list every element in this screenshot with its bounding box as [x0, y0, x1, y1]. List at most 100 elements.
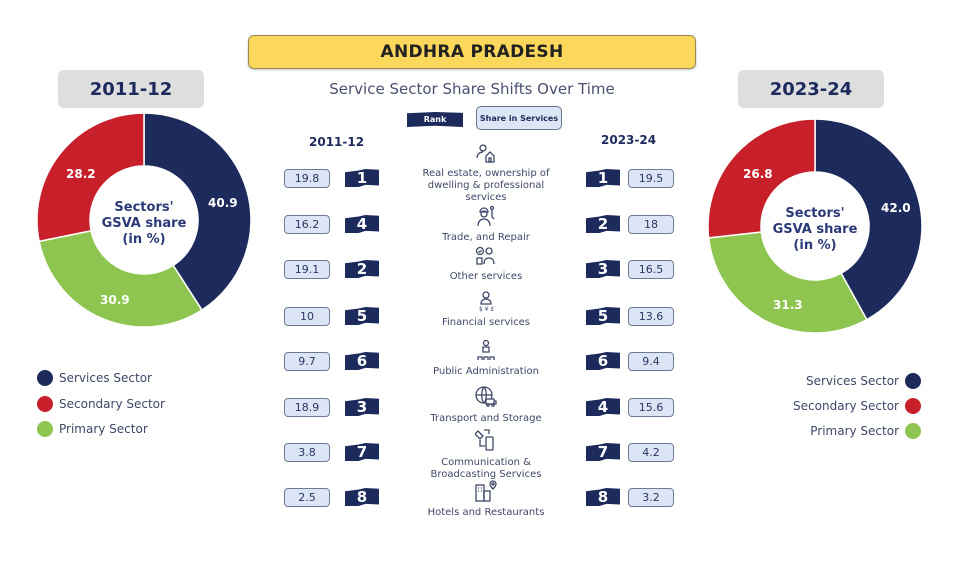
globe-truck-icon [401, 386, 571, 412]
share-2011-box: 9.7 [284, 352, 330, 371]
share-2011-box: 18.9 [284, 398, 330, 417]
right-year-label: 2023-24 [738, 70, 884, 108]
category-label-line: Broadcasting Services [430, 469, 542, 480]
services-dot-icon [37, 370, 53, 386]
legend-label: Secondary Sector [59, 397, 165, 411]
legend-label: Services Sector [806, 374, 899, 388]
slice-label-secondary: 26.8 [743, 167, 773, 181]
center-label-line: Sectors' [785, 206, 845, 221]
secondary-dot-icon [905, 398, 921, 414]
rank-2023-flag: 1 [586, 169, 620, 187]
legend-item-primary: Primary Sector [37, 421, 148, 437]
sector-category: $ ¥ £ Financial services [401, 290, 571, 329]
sector-category: Communication & Broadcasting Services [401, 428, 571, 481]
share-2023-box: 16.5 [628, 260, 674, 279]
svg-text:$ ¥ £: $ ¥ £ [479, 306, 494, 312]
share-2023-box: 19.5 [628, 169, 674, 188]
sector-category: Other services [401, 246, 571, 283]
sector-category: Trade, and Repair [401, 205, 571, 244]
category-label-line: Other services [449, 271, 523, 282]
column-header-2023: 2023-24 [601, 133, 657, 147]
share-2011-box: 16.2 [284, 215, 330, 234]
slice-label-services: 42.0 [881, 201, 911, 215]
legend-item-services: Services Sector [806, 373, 921, 389]
secondary-dot-icon [37, 396, 53, 412]
left-donut-svg [36, 112, 252, 328]
right-donut-center-label: Sectors' GSVA share (in %) [765, 206, 865, 254]
donut-slice-primary-sector [707, 231, 868, 334]
satellite-phone-icon [401, 428, 571, 456]
column-header-2011: 2011-12 [309, 135, 365, 149]
rank-2023-flag: 2 [586, 215, 620, 233]
right-donut-svg [707, 118, 923, 334]
state-title-banner: ANDHRA PRADESH [248, 35, 696, 69]
rank-2011-flag: 4 [345, 215, 379, 233]
donut-slice-services-sector [814, 118, 923, 321]
legend-label: Primary Sector [810, 424, 899, 438]
chart-subtitle: Service Sector Share Shifts Over Time [329, 80, 615, 98]
administration-icon [401, 339, 571, 365]
rank-2023-flag: 6 [586, 352, 620, 370]
rank-2011-flag: 2 [345, 260, 379, 278]
slice-label-services: 40.9 [208, 196, 238, 210]
center-label-line: (in %) [793, 238, 837, 253]
share-2023-box: 15.6 [628, 398, 674, 417]
share-2023-box: 13.6 [628, 307, 674, 326]
category-label-line: dwelling & professional [427, 180, 545, 191]
left-donut-chart: Sectors' GSVA share (in %) 40.9 30.9 28.… [36, 112, 252, 328]
center-label-line: GSVA share [101, 216, 187, 231]
primary-dot-icon [905, 423, 921, 439]
rank-2011-flag: 7 [345, 443, 379, 461]
share-2011-box: 3.8 [284, 443, 330, 462]
legend-item-secondary: Secondary Sector [793, 398, 921, 414]
rank-2023-flag: 5 [586, 307, 620, 325]
rank-2011-flag: 6 [345, 352, 379, 370]
rank-legend-flag: Rank [407, 112, 463, 127]
state-title: ANDHRA PRADESH [380, 42, 564, 62]
legend-label: Primary Sector [59, 422, 148, 436]
sector-category: Hotels and Restaurants [401, 480, 571, 519]
rank-2023-flag: 7 [586, 443, 620, 461]
share-2023-box: 4.2 [628, 443, 674, 462]
category-label-line: Transport and Storage [430, 413, 542, 424]
share-legend-box: Share in Services [476, 106, 562, 130]
primary-dot-icon [37, 421, 53, 437]
sector-category: Public Administration [401, 339, 571, 378]
rank-2023-flag: 3 [586, 260, 620, 278]
donut-slice-secondary-sector [707, 118, 816, 239]
sector-category: Transport and Storage [401, 386, 571, 425]
person-house-icon [401, 143, 571, 167]
finance-person-icon: $ ¥ £ [401, 290, 571, 316]
slice-label-primary: 31.3 [773, 298, 803, 312]
category-label-line: Public Administration [433, 366, 539, 377]
category-label-line: Financial services [442, 317, 530, 328]
category-label-line: Trade, and Repair [442, 232, 530, 243]
legend-item-secondary: Secondary Sector [37, 396, 165, 412]
category-label-line: Real estate, ownership of [422, 168, 550, 179]
share-2011-box: 10 [284, 307, 330, 326]
rank-2011-flag: 1 [345, 169, 379, 187]
slice-label-secondary: 28.2 [66, 167, 96, 181]
rank-2023-flag: 4 [586, 398, 620, 416]
service-person-icon [401, 246, 571, 270]
rank-2023-flag: 8 [586, 488, 620, 506]
share-2023-box: 9.4 [628, 352, 674, 371]
rank-2011-flag: 3 [345, 398, 379, 416]
category-label-line: services [465, 192, 507, 203]
share-2011-box: 19.1 [284, 260, 330, 279]
center-label-line: Sectors' [114, 200, 174, 215]
left-year-label: 2011-12 [58, 70, 204, 108]
share-2011-box: 19.8 [284, 169, 330, 188]
donut-slice-services-sector [143, 112, 252, 312]
legend-label: Secondary Sector [793, 399, 899, 413]
worker-wrench-icon [401, 205, 571, 231]
rank-2011-flag: 5 [345, 307, 379, 325]
legend-item-primary: Primary Sector [810, 423, 921, 439]
share-2023-box: 3.2 [628, 488, 674, 507]
donut-slice-primary-sector [38, 229, 203, 328]
category-label-line: Communication & [441, 457, 531, 468]
share-2011-box: 2.5 [284, 488, 330, 507]
services-dot-icon [905, 373, 921, 389]
right-donut-chart: Sectors' GSVA share (in %) 42.0 31.3 26.… [707, 118, 923, 334]
sector-category: Real estate, ownership of dwelling & prof… [401, 143, 571, 204]
